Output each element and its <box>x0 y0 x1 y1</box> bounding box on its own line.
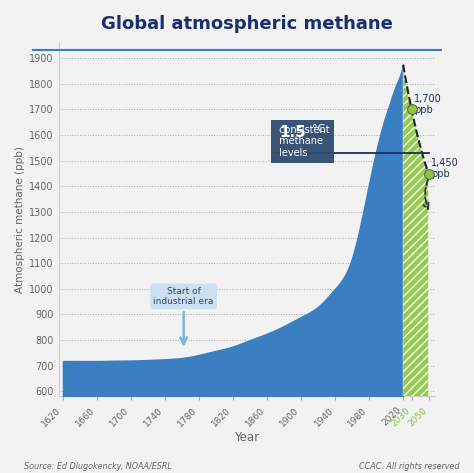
Text: Start of
industrial era: Start of industrial era <box>154 287 214 344</box>
Text: 1,700
ppb: 1,700 ppb <box>414 94 442 115</box>
Text: °C: °C <box>312 123 325 133</box>
X-axis label: Year: Year <box>235 431 260 444</box>
Text: 1,450
ppb: 1,450 ppb <box>431 158 459 179</box>
Polygon shape <box>403 65 428 422</box>
Text: Source: Ed Dlugokencky, NOAA/ESRL: Source: Ed Dlugokencky, NOAA/ESRL <box>24 462 172 471</box>
Text: CCAC. All rights reserved: CCAC. All rights reserved <box>359 462 460 471</box>
Text: consistent
 methane
 levels: consistent methane levels <box>275 125 329 158</box>
Title: Global atmospheric methane: Global atmospheric methane <box>101 15 393 33</box>
Y-axis label: Atmospheric methane (ppb): Atmospheric methane (ppb) <box>15 146 25 293</box>
Text: 1.5: 1.5 <box>279 125 306 140</box>
